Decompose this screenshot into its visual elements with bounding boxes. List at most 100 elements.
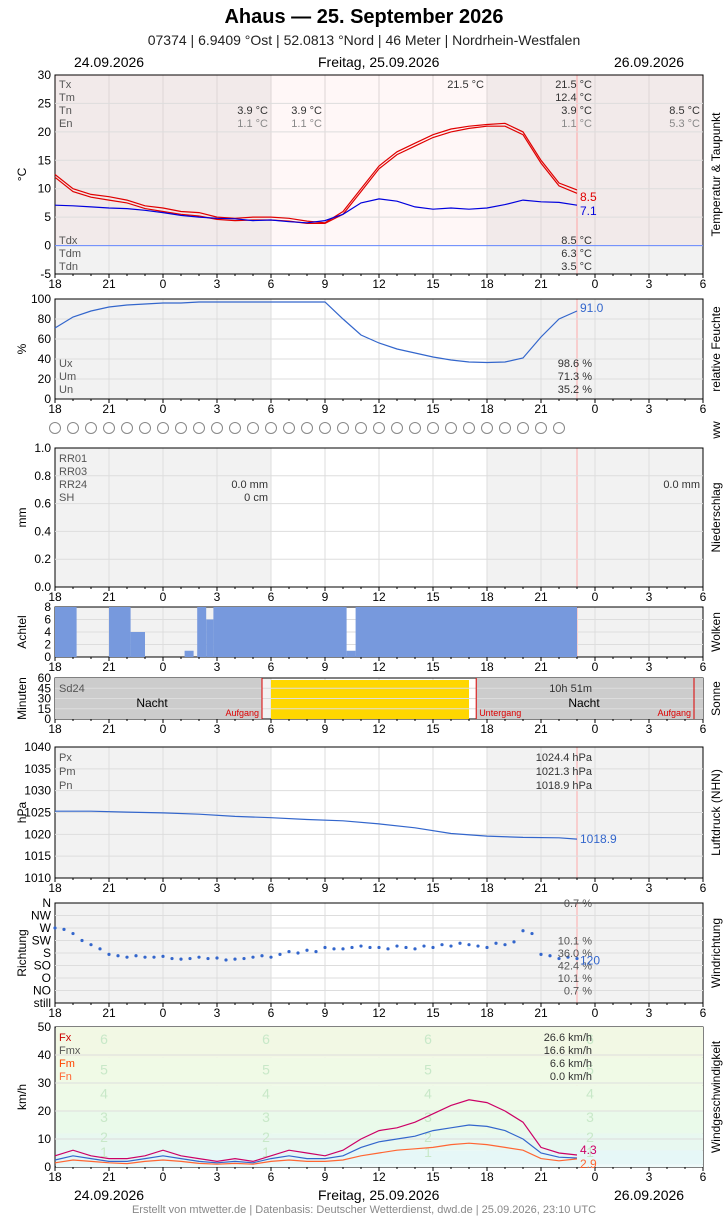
humidity-xtick-label: 0	[160, 402, 167, 416]
sunshine-xtick-label: 3	[646, 722, 653, 736]
clouds-xtick-label: 21	[534, 660, 548, 674]
wind_speed-beaufort-label: 2	[424, 1129, 432, 1145]
humidity-series-0	[54, 301, 578, 364]
current-date: Freitag, 25.09.2026	[318, 54, 440, 70]
ww-circle	[517, 422, 529, 434]
ww-circle	[391, 422, 403, 434]
clouds-ytick-label: 6	[44, 613, 51, 627]
prev-date-link[interactable]: 24.09.2026	[74, 54, 145, 70]
pressure-xtick-label: 18	[48, 881, 62, 895]
wind_direction-ytick-label: SW	[32, 934, 52, 948]
ww-circle	[283, 422, 295, 434]
temperature-stat-value: 3.9 °C	[561, 105, 592, 117]
ww-circle	[499, 422, 511, 434]
clouds-ytick-label: 4	[44, 625, 51, 639]
wind_direction-point	[269, 955, 273, 959]
wind_direction-point	[350, 945, 354, 950]
next-date-link-bottom[interactable]: 26.09.2026	[614, 1187, 685, 1203]
pressure-stat-value: 1024.4 hPa	[536, 752, 593, 764]
wind_speed-xtick-label: 9	[322, 1170, 329, 1184]
precipitation-stat-value: 0 cm	[244, 492, 268, 504]
wind_speed-stat-value: 0.0 km/h	[550, 1071, 592, 1083]
sunshine-ytick-label: 45	[38, 681, 52, 695]
temperature-ytick-label: 15	[38, 153, 52, 167]
wind_direction-point	[557, 956, 561, 961]
wind_direction-point	[566, 955, 570, 959]
wind_direction-point	[188, 956, 192, 961]
wind_direction-ytick-label: W	[40, 921, 52, 935]
wind_direction-point	[179, 957, 183, 961]
humidity-stat-key: Un	[59, 384, 73, 396]
wind_speed-beaufort-label: 1	[100, 1144, 108, 1160]
temperature-stat-value: 3.5 °C	[561, 261, 592, 273]
precipitation-xtick-label: 0	[160, 590, 167, 604]
prev-date-link-bottom[interactable]: 24.09.2026	[74, 1187, 145, 1203]
pressure-ytick-label: 1030	[24, 784, 51, 798]
humidity-ylabel: %	[15, 343, 29, 354]
wind_speed-beaufort-band	[56, 1111, 703, 1134]
wind_direction-stat-value: 0.7 %	[564, 898, 592, 910]
wind_direction-ytick-label: still	[34, 996, 51, 1010]
temperature-stat-value: 1.1 °C	[561, 118, 592, 130]
wind_speed-beaufort-label: 4	[262, 1085, 270, 1101]
temperature-stat-key: Tdm	[59, 248, 81, 260]
wind_direction-stat-value: 10.1 %	[558, 973, 592, 985]
sunshine-night-label: Nacht	[568, 696, 600, 710]
wind_speed-beaufort-label: 6	[424, 1031, 432, 1047]
next-date-link[interactable]: 26.09.2026	[614, 54, 685, 70]
temperature-xtick-label: 3	[214, 277, 221, 291]
clouds-ytick-label: 8	[44, 600, 51, 614]
date-bar-bottom: 24.09.2026 Freitag, 25.09.2026 26.09.202…	[0, 1187, 728, 1205]
wind_speed-beaufort-label: 1	[586, 1144, 594, 1160]
humidity-xtick-label: 3	[214, 402, 221, 416]
humidity-xtick-label: 18	[480, 402, 494, 416]
wind_speed-ytick-label: 30	[38, 1076, 52, 1090]
wind_direction-point	[305, 948, 309, 952]
wind_direction-ytick-label: NO	[33, 984, 51, 998]
wind_direction-point	[449, 944, 453, 948]
ww-circle	[67, 422, 79, 434]
humidity-stat-key: Ux	[59, 358, 73, 370]
humidity-stat-value: 35.2 %	[558, 384, 592, 396]
ww-circle	[409, 422, 421, 434]
temperature-xtick-label: 6	[700, 277, 707, 291]
humidity-ytick-label: 40	[38, 352, 52, 366]
wind_speed-xtick-label: 21	[534, 1170, 548, 1184]
pressure-ytick-label: 1015	[24, 849, 51, 863]
wind_direction-end-label: 120	[580, 954, 600, 968]
clouds-xtick-label: 0	[592, 660, 599, 674]
wind_speed-beaufort-label: 5	[586, 1062, 594, 1078]
wind_direction-point	[503, 943, 507, 947]
wind_direction-point	[548, 954, 552, 958]
sunshine-xtick-label: 18	[48, 722, 62, 736]
clouds-bar	[355, 607, 577, 657]
clouds-xtick-label: 9	[322, 660, 329, 674]
pressure-stat-key: Pm	[59, 766, 76, 778]
temperature-series-2	[54, 198, 578, 224]
clouds-xtick-label: 3	[646, 660, 653, 674]
wind_speed-beaufort-label: 5	[424, 1062, 432, 1078]
temperature-stat-value: 3.9 °C	[291, 105, 322, 117]
sunshine-xtick-label: 18	[480, 722, 494, 736]
pressure-stat-key: Px	[59, 752, 72, 764]
sunshine-ylabel: Minuten	[15, 677, 29, 720]
wind_speed-series-0	[54, 1099, 578, 1163]
ww-circle	[247, 422, 259, 434]
station-info: 07374 | 6.9409 °Ost | 52.0813 °Nord | 46…	[147, 32, 581, 48]
wind_speed-stat-key: Fx	[59, 1032, 72, 1044]
wind_direction-point	[260, 954, 264, 958]
pressure-stat-value: 1021.3 hPa	[536, 766, 593, 778]
ww-circle	[337, 422, 349, 434]
sunshine-xtick-label: 12	[372, 722, 386, 736]
temperature-stat-key: En	[59, 118, 72, 130]
pressure-xtick-label: 18	[480, 881, 494, 895]
humidity-side-label: relative Feuchte	[709, 306, 723, 392]
wind_speed-beaufort-label: 1	[424, 1144, 432, 1160]
clouds-xtick-label: 0	[160, 660, 167, 674]
wind_speed-stat-value: 26.6 km/h	[544, 1032, 592, 1044]
humidity-stat-value: 71.3 %	[558, 371, 592, 383]
wind_speed-beaufort-band	[56, 1057, 703, 1086]
temperature-stat-value: 1.1 °C	[237, 118, 268, 130]
temperature-xtick-label: 0	[160, 277, 167, 291]
